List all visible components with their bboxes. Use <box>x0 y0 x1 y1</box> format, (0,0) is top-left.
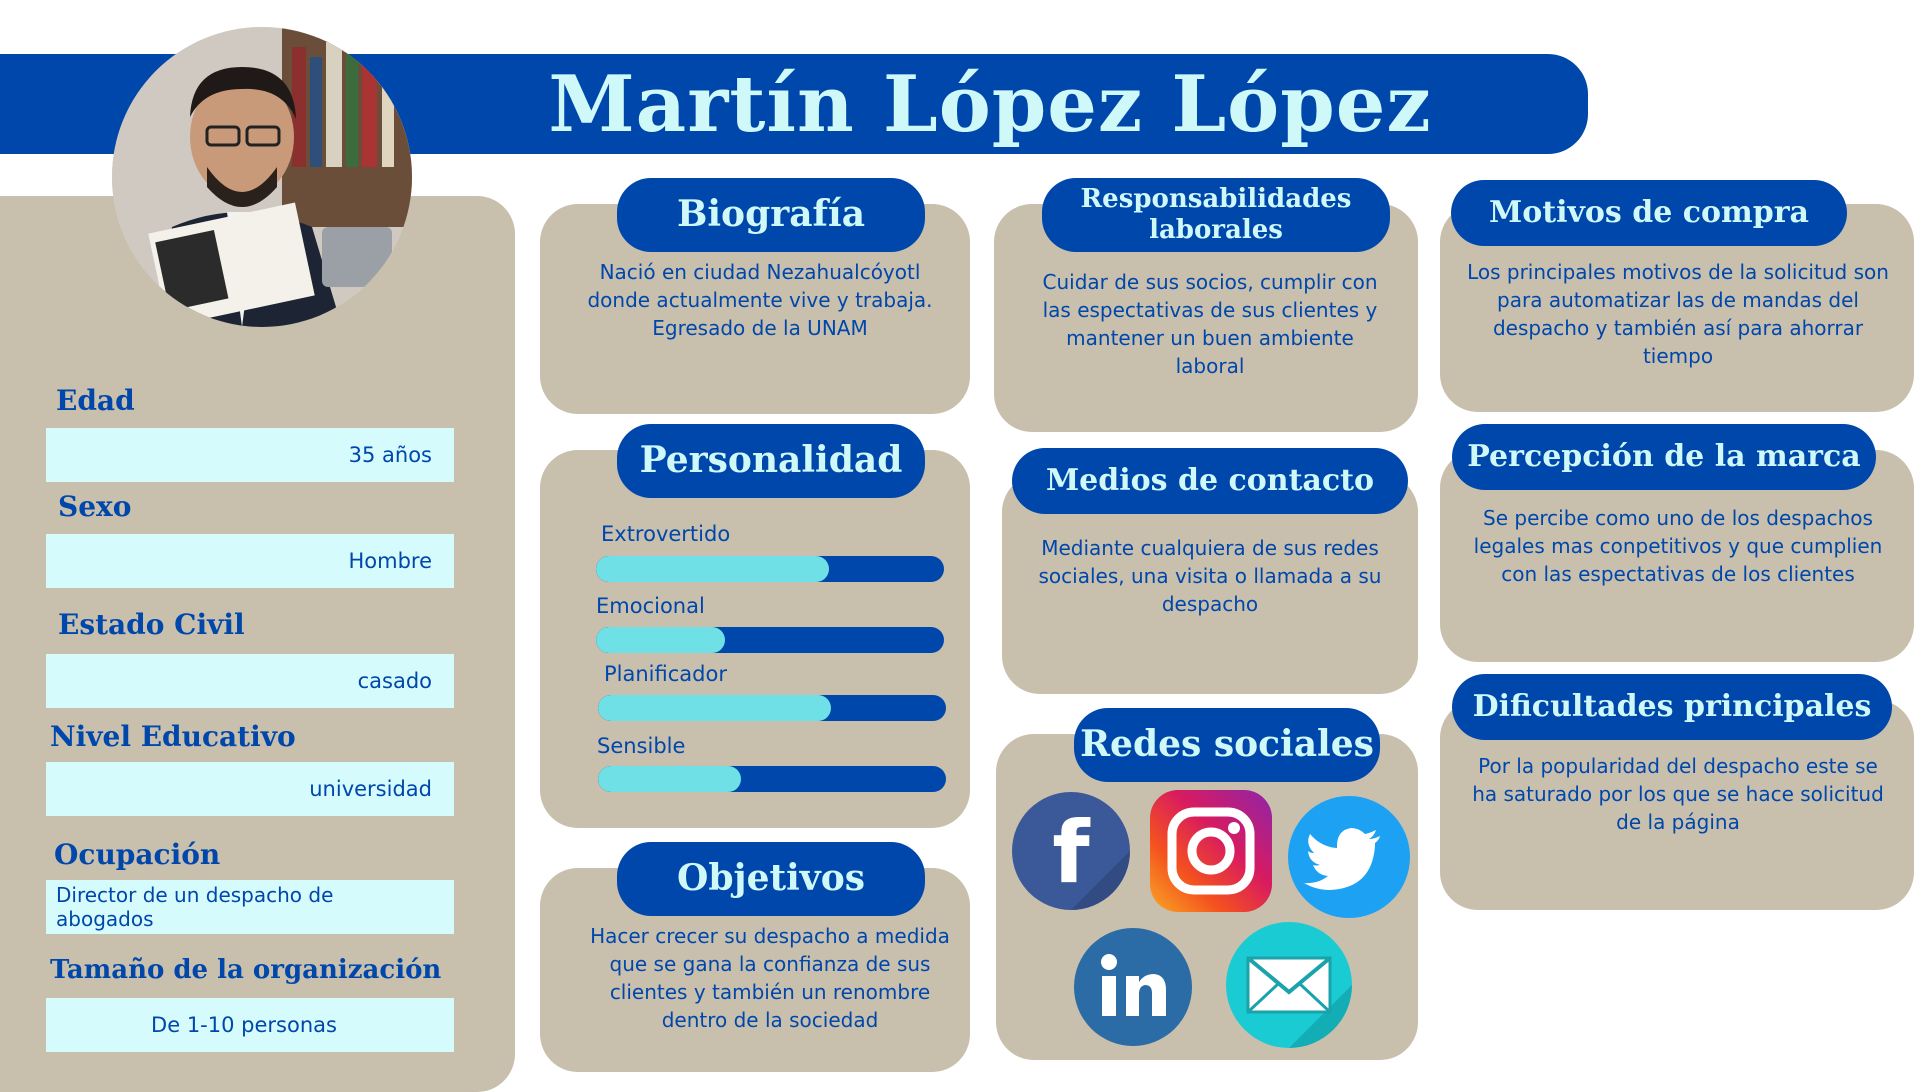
org-size-value-text: De 1-10 personas <box>151 1013 337 1037</box>
org-size-value: De 1-10 personas <box>46 998 454 1052</box>
occupation-value-text: Director de un despacho de abogados <box>56 883 334 931</box>
facebook-icon[interactable]: f <box>1012 792 1130 910</box>
trait-label-emocional: Emocional <box>596 594 705 618</box>
svg-text:f: f <box>1052 803 1091 903</box>
sex-value: Hombre <box>46 534 454 588</box>
trait-label-sensible: Sensible <box>597 734 686 758</box>
objectives-text: Hacer crecer su despacho a medida que se… <box>590 924 950 1032</box>
org-size-label: Tamaño de la organización <box>50 955 442 985</box>
trait-label-planificador: Planificador <box>604 662 727 686</box>
difficulties-text: Por la popularidad del despacho este se … <box>1472 754 1884 834</box>
responsibilities-heading: Responsabilidades laborales <box>1042 178 1390 252</box>
age-label: Edad <box>56 384 135 417</box>
instagram-icon[interactable] <box>1150 790 1272 912</box>
education-value-text: universidad <box>309 777 432 801</box>
linkedin-icon[interactable] <box>1074 928 1192 1046</box>
facebook-glyph: f <box>1052 803 1130 910</box>
biography-text: Nació en ciudad Nezahualcóyotl donde act… <box>587 260 933 340</box>
trait-label-extrovertido: Extrovertido <box>601 522 731 546</box>
education-value: universidad <box>46 762 454 816</box>
avatar <box>112 27 412 327</box>
brand-perception-text: Se percibe como uno de los despachos leg… <box>1473 506 1883 586</box>
purchase-motives-text: Los principales motivos de la solicitud … <box>1467 260 1889 368</box>
trait-bar-sensible <box>598 766 946 792</box>
age-value: 35 años <box>46 428 454 482</box>
education-label: Nivel Educativo <box>50 720 296 753</box>
twitter-icon[interactable] <box>1288 796 1410 918</box>
contact-heading: Medios de contacto <box>1012 448 1408 514</box>
person-reading-photo <box>112 27 412 327</box>
civil-status-label: Estado Civil <box>58 608 245 641</box>
instagram-glyph <box>1167 807 1255 895</box>
civil-status-value: casado <box>46 654 454 708</box>
civil-status-value-text: casado <box>357 669 432 693</box>
purchase-motives-heading: Motivos de compra <box>1451 180 1847 246</box>
occupation-label: Ocupación <box>54 838 221 871</box>
brand-perception-heading: Percepción de la marca <box>1452 424 1876 490</box>
trait-bar-emocional <box>596 627 944 653</box>
sex-label: Sexo <box>58 490 132 523</box>
trait-fill-planificador <box>598 695 832 721</box>
trait-bar-planificador <box>598 695 946 721</box>
difficulties-heading: Dificultades principales <box>1452 674 1892 740</box>
trait-bar-extrovertido <box>596 556 944 582</box>
email-icon[interactable] <box>1226 922 1352 1048</box>
biography-heading: Biografía <box>617 178 925 252</box>
twitter-glyph <box>1304 828 1380 890</box>
trait-fill-sensible <box>598 766 741 792</box>
profile-card <box>0 196 515 1092</box>
trait-fill-emocional <box>596 627 725 653</box>
objectives-heading: Objetivos <box>617 842 925 916</box>
occupation-value: Director de un despacho de abogados <box>46 880 454 934</box>
linkedin-glyph <box>1101 954 1166 1016</box>
contact-text: Mediante cualquiera de sus redes sociale… <box>1038 536 1382 616</box>
age-value-text: 35 años <box>348 443 432 467</box>
trait-fill-extrovertido <box>596 556 830 582</box>
page-title: Martín López López <box>548 58 1432 150</box>
sex-value-text: Hombre <box>348 549 432 573</box>
responsibilities-text: Cuidar de sus socios, cumplir con las es… <box>1042 270 1378 378</box>
social-heading: Redes sociales <box>1074 708 1380 782</box>
envelope-glyph <box>1246 956 1352 1048</box>
personality-heading: Personalidad <box>617 424 925 498</box>
